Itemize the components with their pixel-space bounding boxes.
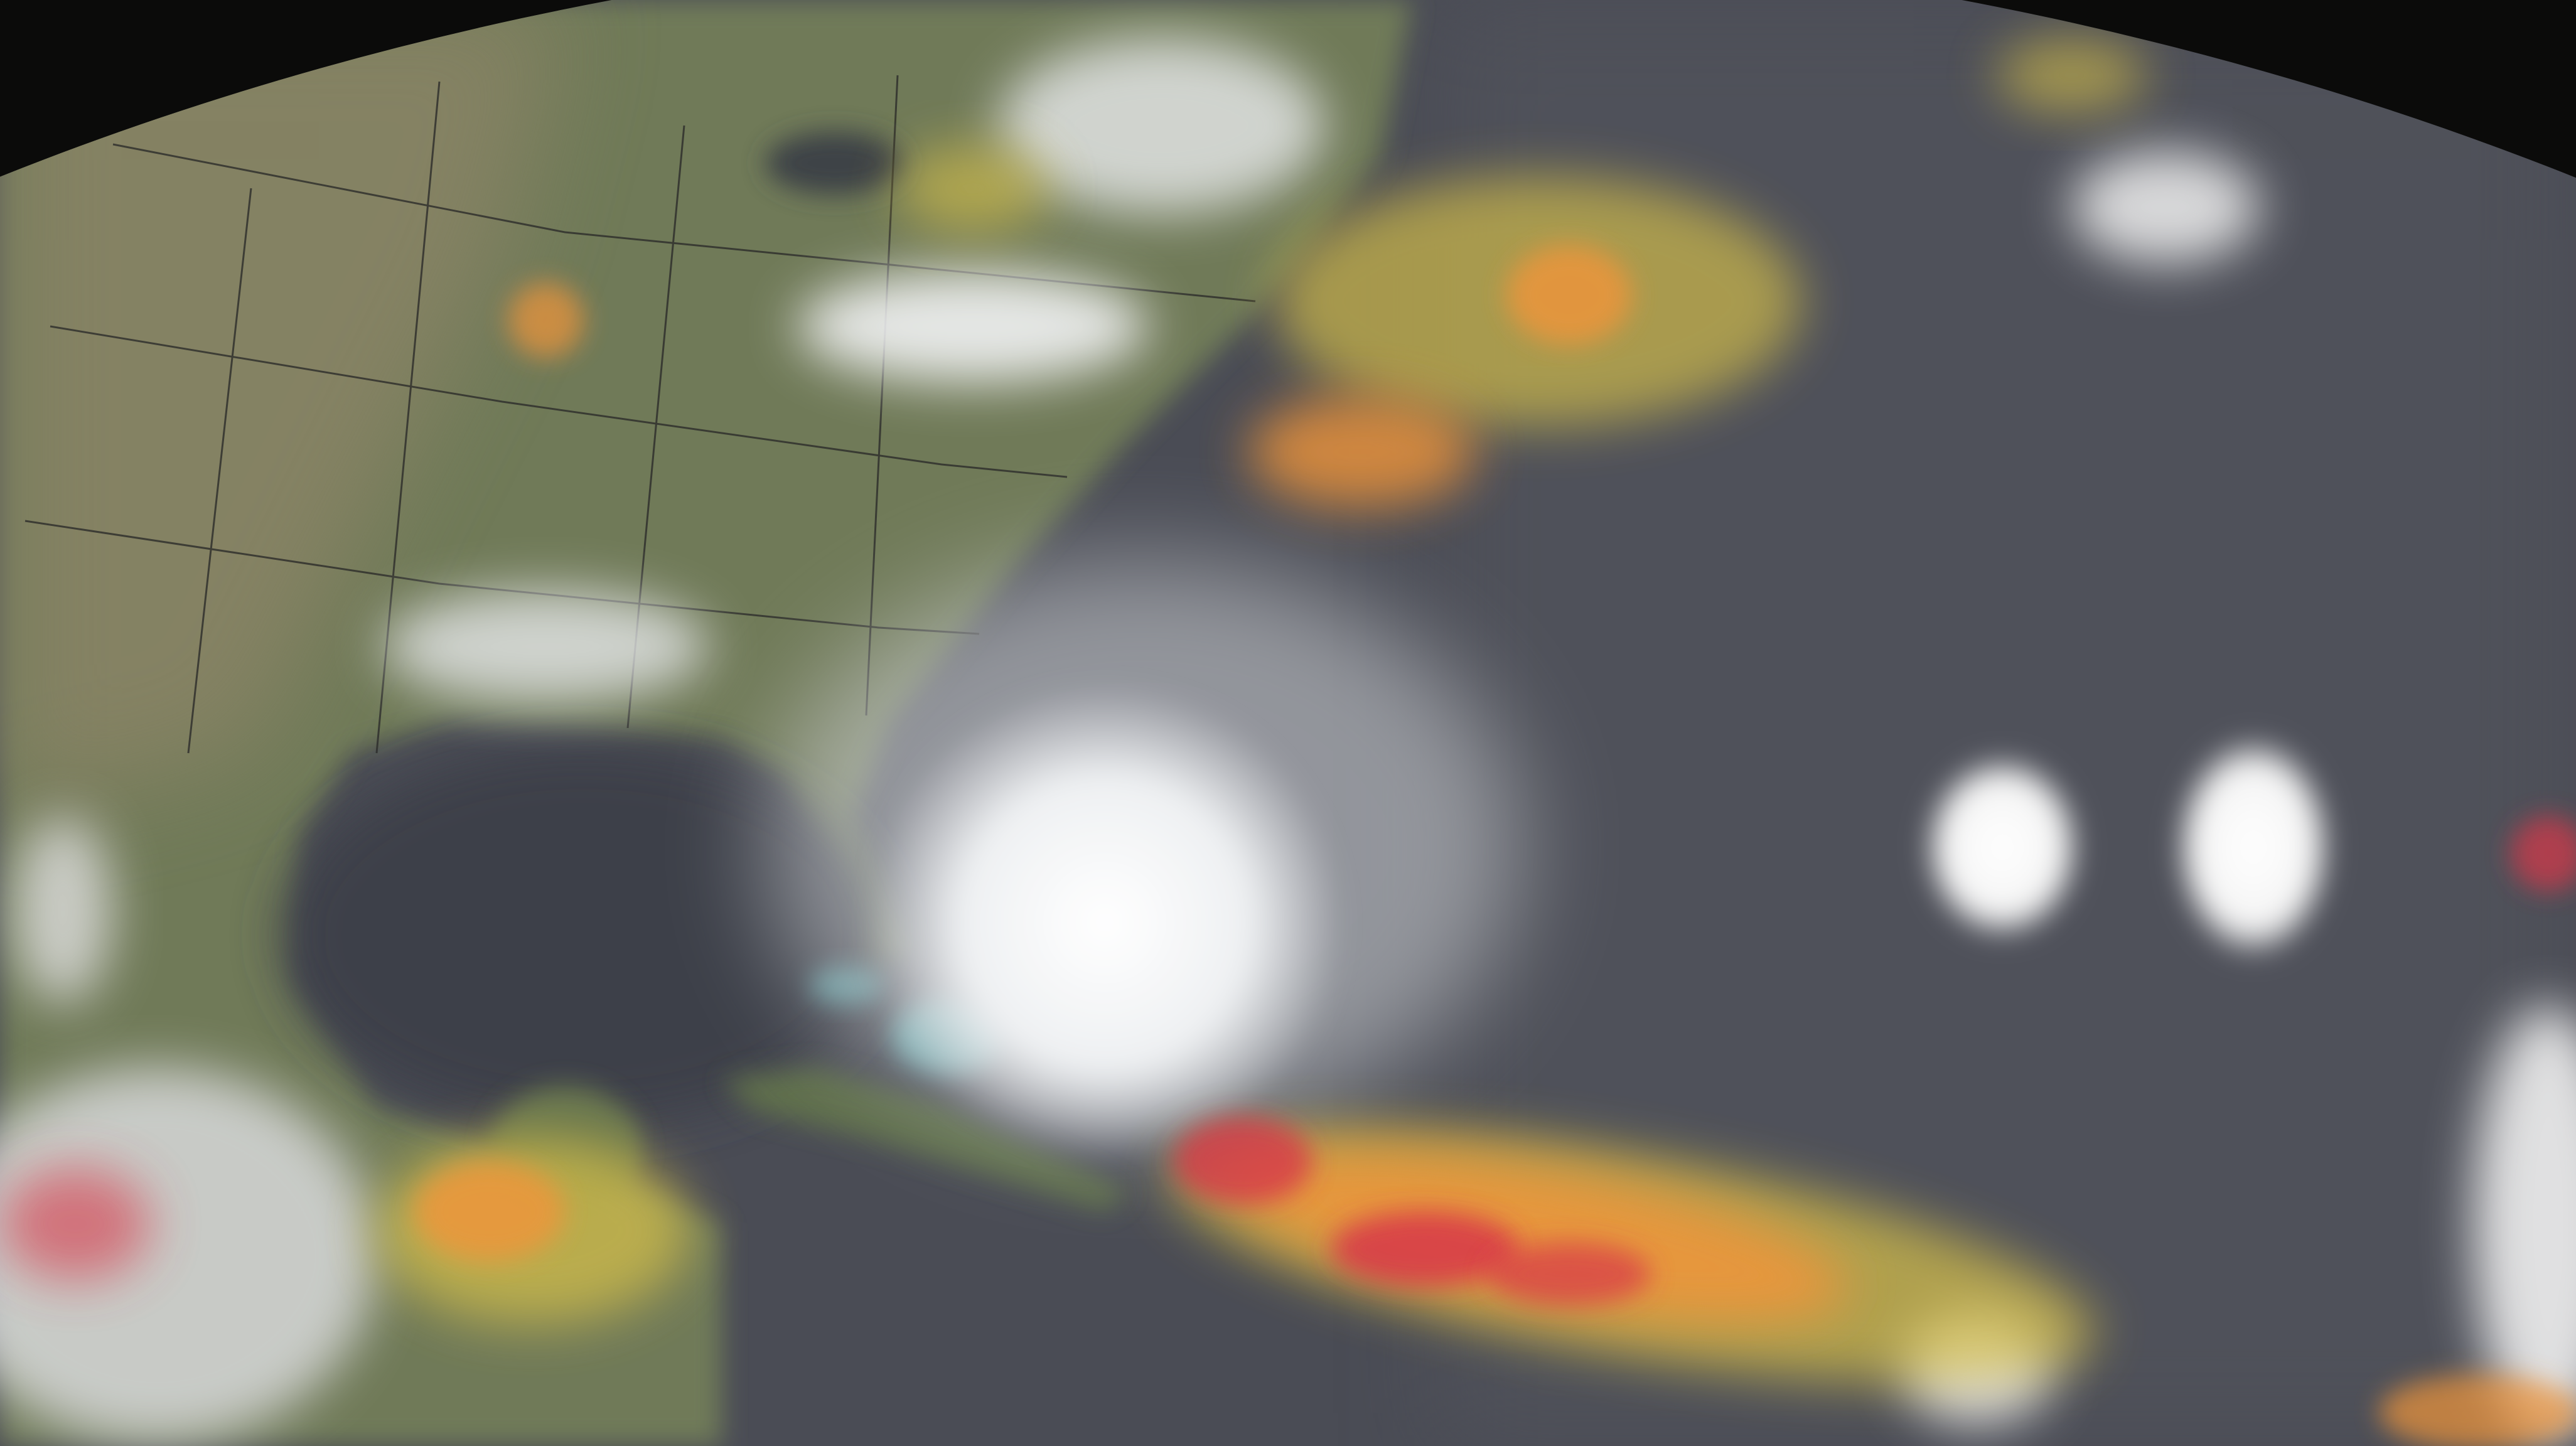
cloud-band-northeast [797,270,1149,383]
cloud-west [13,816,113,1004]
precipitation-overlay [0,38,2576,1446]
cloud-east-edge [2473,1004,2576,1443]
hurricane [866,684,1343,1161]
cuba [722,1067,1130,1211]
cloud-band-north [998,38,1324,213]
cloud-cluster-atlantic-2 [2172,734,2335,960]
gulf-of-mexico [282,747,885,1123]
cloud-mexico [0,1067,377,1443]
great-lakes [766,132,904,195]
cloud-north-atlantic [2071,151,2260,264]
cloud-gulf-coast [383,590,709,703]
cloud-cluster-atlantic-1 [1921,753,2084,941]
